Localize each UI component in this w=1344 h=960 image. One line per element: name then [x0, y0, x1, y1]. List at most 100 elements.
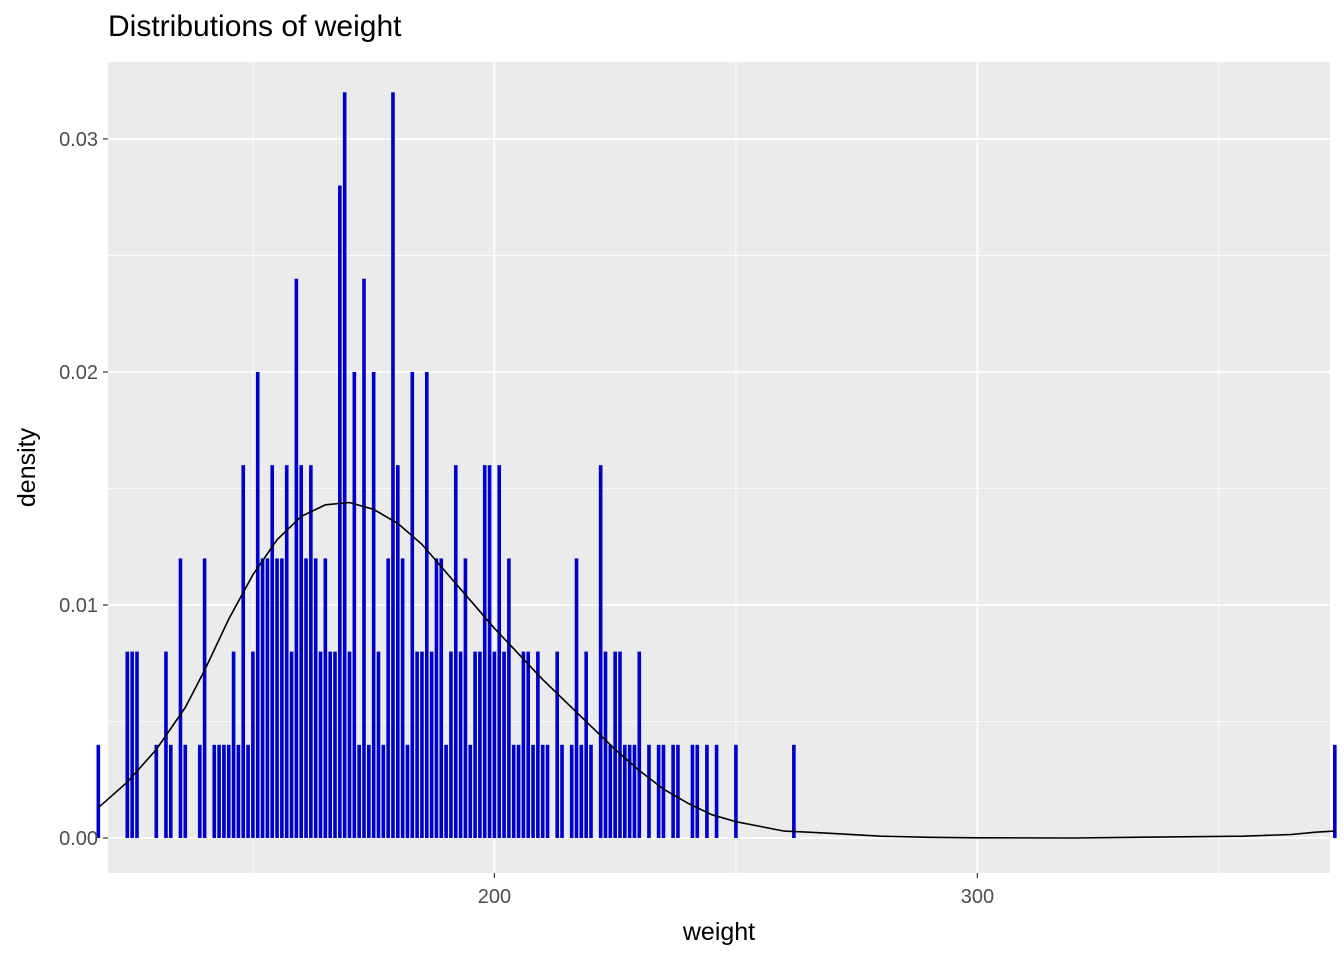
histogram-bar	[627, 744, 632, 839]
histogram-bar	[333, 651, 337, 839]
histogram-bar	[420, 651, 424, 839]
histogram-bar	[507, 558, 511, 839]
y-axis-title: density	[13, 427, 41, 507]
x-tick-label: 300	[961, 886, 994, 908]
histogram-bar	[424, 371, 429, 839]
histogram-bar	[154, 744, 159, 839]
histogram-bar	[226, 744, 231, 839]
y-axis: 0.00 0.01 0.02 0.03	[59, 129, 108, 850]
histogram-bar	[676, 744, 680, 839]
histogram-bar	[458, 651, 463, 839]
histogram-bar	[357, 744, 361, 839]
y-tick-label: 0.03	[59, 129, 98, 151]
histogram-bar	[473, 651, 477, 839]
histogram-bar	[338, 185, 342, 839]
histogram-bar	[130, 651, 134, 839]
histogram-bar	[618, 651, 622, 839]
histogram-bar	[323, 558, 328, 839]
histogram-bar	[449, 651, 453, 839]
histogram-bar	[289, 651, 294, 839]
histogram-bar	[135, 651, 139, 839]
histogram-bar	[453, 465, 458, 839]
histogram-bar	[468, 744, 473, 839]
histogram-bar	[516, 744, 521, 839]
histogram-bar	[96, 744, 101, 839]
histogram-bar	[367, 744, 371, 839]
histogram-bar	[574, 558, 579, 839]
x-axis: 200 300	[478, 873, 994, 908]
histogram-bar	[521, 651, 526, 839]
histogram-bar	[647, 744, 651, 839]
histogram-bar	[637, 651, 642, 839]
histogram-bar	[395, 465, 400, 839]
histogram-bar	[347, 651, 352, 839]
histogram-bar	[545, 744, 550, 839]
histogram-bar	[439, 558, 444, 839]
histogram-bar	[236, 744, 241, 839]
y-tick-label: 0.00	[59, 828, 98, 850]
density-curve	[97, 501, 1335, 839]
histogram-bar	[381, 744, 386, 839]
histogram-bar	[478, 651, 482, 839]
histogram-bar	[613, 651, 617, 839]
histogram-bar	[313, 558, 318, 839]
histogram-bar	[371, 371, 376, 839]
histogram-bar	[168, 744, 173, 839]
histogram-bar	[246, 744, 250, 839]
histogram-bar	[584, 651, 588, 839]
histogram-bar	[222, 744, 226, 839]
histogram-bar	[714, 744, 719, 839]
histogram-bars	[96, 92, 1337, 839]
y-tick-label: 0.01	[59, 595, 98, 617]
histogram-bar	[405, 744, 410, 839]
histogram-bar	[705, 744, 709, 839]
histogram-bar	[656, 744, 661, 839]
histogram-bar	[569, 744, 574, 839]
histogram-bar	[555, 651, 560, 839]
histogram-bar	[540, 744, 545, 839]
histogram-bar	[318, 651, 323, 839]
histogram-bar	[410, 371, 415, 839]
histogram-bar	[415, 651, 419, 839]
histogram-bar	[342, 92, 347, 839]
histogram-bar	[444, 744, 448, 839]
histogram-bar	[526, 651, 531, 839]
histogram-bar	[255, 371, 260, 839]
histogram-bar	[695, 744, 700, 839]
histogram-bar	[579, 744, 584, 839]
histogram-bar	[241, 465, 246, 839]
histogram-bar	[328, 651, 332, 839]
x-axis-title: weight	[682, 918, 755, 946]
histogram-bar	[603, 651, 608, 839]
histogram-bar	[251, 651, 255, 839]
histogram-bar	[231, 651, 236, 839]
histogram-bar	[183, 744, 188, 839]
histogram-bar	[125, 651, 130, 839]
histogram-bar	[280, 558, 284, 839]
histogram-bar	[212, 744, 217, 839]
histogram-bar	[391, 92, 395, 839]
histogram-bar	[352, 371, 357, 839]
histogram-bar	[531, 744, 535, 839]
histogram-bar	[492, 651, 497, 839]
histogram-bar	[294, 278, 299, 839]
histogram-bar	[309, 465, 313, 839]
histogram-bar	[260, 558, 265, 839]
histogram-bar	[362, 278, 366, 839]
histogram-bar	[623, 744, 627, 839]
histogram-bar	[690, 744, 695, 839]
histogram-bar	[275, 558, 279, 839]
histogram-bar	[497, 465, 502, 839]
histogram-bar	[304, 558, 308, 839]
chart-title: Distributions of weight	[108, 10, 402, 43]
histogram-bar	[265, 558, 270, 839]
histogram-bar	[511, 744, 516, 839]
histogram-bar	[270, 465, 275, 839]
histogram-bar	[598, 465, 603, 839]
histogram-bar	[202, 558, 207, 839]
x-tick-label: 200	[478, 886, 511, 908]
histogram-bar	[376, 651, 381, 839]
histogram-bar	[482, 465, 487, 839]
histogram-bar	[661, 744, 666, 839]
